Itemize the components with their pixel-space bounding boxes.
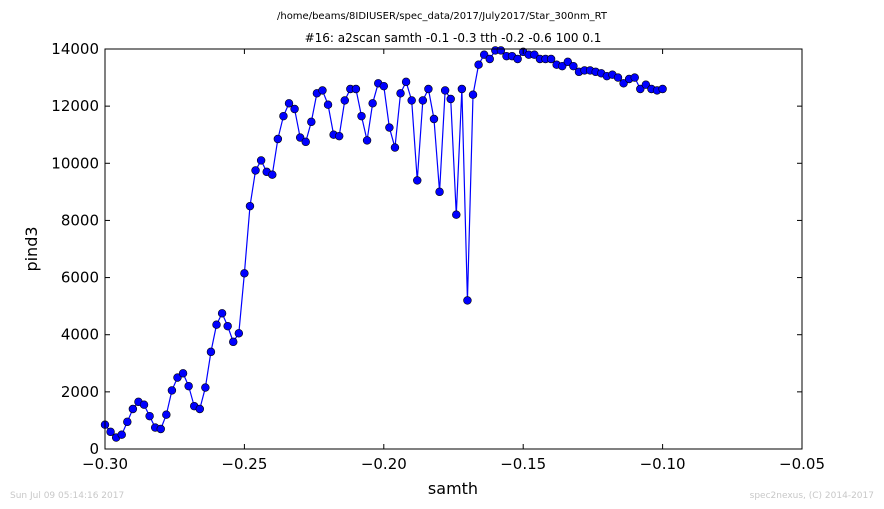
data-point	[440, 86, 450, 95]
data-point	[123, 417, 132, 427]
x-tick-label: −0.10	[640, 455, 686, 473]
data-point	[206, 347, 216, 357]
data-point	[435, 187, 444, 197]
data-point	[195, 404, 204, 414]
data-point	[106, 427, 115, 437]
data-point	[340, 96, 349, 105]
data-point	[452, 210, 461, 219]
data-point	[474, 60, 483, 69]
data-point	[351, 84, 361, 94]
data-point	[457, 84, 467, 94]
data-point	[401, 77, 411, 87]
y-tick-label: 4000	[61, 326, 99, 344]
y-tick-label: 14000	[51, 40, 99, 58]
data-point	[424, 84, 433, 94]
data-point	[223, 321, 232, 331]
data-point	[173, 373, 182, 382]
data-point	[396, 89, 405, 98]
data-point	[212, 320, 221, 329]
chart-title: #16: a2scan samth -0.1 -0.3 tth -0.2 -0.…	[305, 31, 602, 45]
data-point	[429, 114, 439, 124]
data-point	[240, 269, 249, 278]
data-point	[496, 46, 506, 55]
data-point	[284, 99, 294, 108]
data-point	[245, 201, 255, 211]
footer-timestamp: Sun Jul 09 05:14:16 2017	[10, 491, 125, 501]
data-point	[279, 111, 288, 121]
data-point	[334, 131, 344, 141]
data-point	[413, 176, 422, 185]
data-point	[156, 424, 165, 434]
data-point	[295, 133, 305, 142]
data-point	[418, 96, 428, 105]
data-point	[217, 309, 227, 318]
data-point	[468, 90, 478, 99]
data-point	[307, 117, 316, 127]
data-point	[117, 430, 126, 439]
x-tick-label: −0.25	[221, 455, 267, 473]
x-axis-label: samth	[428, 479, 478, 498]
data-point	[234, 329, 244, 338]
data-point	[362, 136, 372, 145]
data-point	[558, 61, 567, 71]
x-tick-label: −0.30	[82, 455, 128, 473]
data-point	[167, 386, 177, 395]
data-point	[641, 80, 651, 89]
data-point	[485, 54, 494, 64]
data-point	[658, 84, 667, 94]
data-point	[323, 100, 333, 109]
series-line	[104, 49, 663, 439]
data-point	[613, 73, 623, 82]
data-point	[530, 50, 539, 59]
data-point	[128, 404, 138, 414]
data-point	[569, 61, 578, 71]
data-point	[178, 369, 188, 378]
data-point	[513, 54, 522, 64]
x-tick-label: −0.20	[361, 455, 407, 473]
data-point	[630, 73, 639, 82]
chart-suptitle: /home/beams/8IDIUSER/spec_data/2017/July…	[277, 11, 608, 22]
y-axis-label: pind3	[22, 226, 41, 271]
data-point	[463, 296, 472, 305]
data-point	[479, 50, 489, 59]
data-point	[379, 81, 388, 91]
y-tick-label: 8000	[61, 211, 99, 229]
data-point	[301, 137, 310, 147]
y-tick-label: 10000	[51, 154, 99, 172]
data-point	[268, 170, 277, 179]
data-point	[368, 99, 377, 108]
data-point	[546, 54, 556, 64]
data-point	[290, 104, 299, 114]
y-tick-label: 0	[89, 440, 99, 458]
y-axis: 0 2000 4000 6000 8000 10000 12000 14000	[51, 40, 802, 458]
footer-credit: spec2nexus, (C) 2014-2017	[749, 491, 874, 501]
plot-area	[100, 46, 667, 442]
y-tick-label: 2000	[61, 383, 99, 401]
x-tick-label: −0.05	[779, 455, 825, 473]
data-point	[256, 156, 266, 165]
data-point	[390, 143, 400, 152]
data-point	[636, 84, 645, 94]
x-axis: −0.30 −0.25 −0.20 −0.15 −0.10 −0.05	[82, 49, 825, 473]
data-point	[385, 123, 394, 132]
data-point	[273, 134, 283, 144]
y-tick-label: 6000	[61, 269, 99, 287]
x-tick-label: −0.15	[500, 455, 546, 473]
data-point	[162, 410, 171, 419]
data-point	[184, 381, 193, 391]
data-point	[318, 86, 327, 95]
data-point	[563, 57, 573, 67]
data-point	[619, 79, 628, 88]
data-point	[139, 400, 149, 409]
data-point	[229, 337, 238, 347]
plot-frame	[104, 48, 803, 450]
y-tick-label: 12000	[51, 97, 99, 115]
data-point	[357, 111, 366, 121]
data-point	[145, 411, 154, 421]
data-point	[201, 383, 210, 392]
data-point	[407, 96, 416, 105]
data-point	[251, 166, 260, 175]
data-point	[446, 94, 455, 104]
